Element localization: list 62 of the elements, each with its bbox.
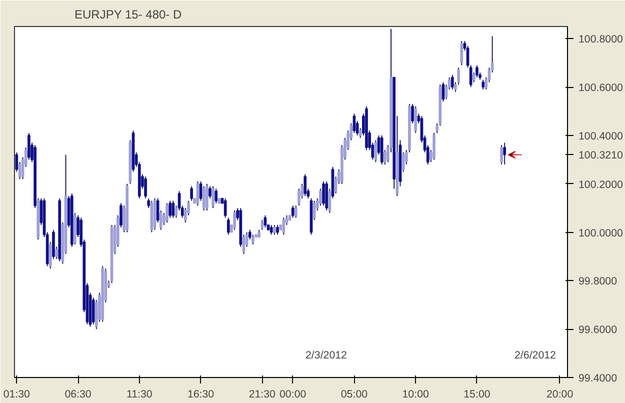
y-tick-label: 100.8000 xyxy=(578,34,624,46)
x-tick-label: 20:00 xyxy=(546,388,574,400)
x-tick-label: 10:00 xyxy=(402,388,429,400)
candlestick xyxy=(144,176,147,199)
candlestick xyxy=(294,205,298,218)
candlestick xyxy=(168,200,172,218)
chart-title: EURJPY 15- 480- D xyxy=(74,8,182,22)
x-tick-label: 06:30 xyxy=(64,388,92,400)
y-tick-label: 100.0000 xyxy=(578,227,624,240)
x-tick-label: 16:30 xyxy=(187,388,214,400)
candlestick xyxy=(252,234,254,245)
candlestick xyxy=(233,210,236,230)
annotation: 2/6/2012 xyxy=(514,350,556,362)
y-tick-label: 99.8000 xyxy=(578,276,618,288)
y-tick-label: 100.4000 xyxy=(578,130,624,142)
x-tick-label: 21:30 xyxy=(248,388,276,400)
candlestick xyxy=(374,140,378,163)
candlestick xyxy=(224,198,227,218)
candlestick xyxy=(312,200,316,221)
candlestick xyxy=(205,183,208,211)
candlestick xyxy=(282,217,286,236)
candlestick xyxy=(482,79,485,90)
x-tick-label: 01:30 xyxy=(3,388,30,400)
candlestick xyxy=(402,152,405,172)
candlestick xyxy=(166,202,168,224)
candlestick xyxy=(500,144,503,165)
candlestick xyxy=(260,220,264,230)
candlestick xyxy=(383,149,386,165)
y-tick-label: 100.3210 xyxy=(578,150,624,162)
candlestick xyxy=(202,186,206,211)
candlestick xyxy=(214,188,218,204)
candlestick xyxy=(172,200,175,218)
candlestick xyxy=(460,40,464,66)
x-tick-label: 11:30 xyxy=(126,388,152,400)
candlestick xyxy=(264,214,267,228)
annotation: 2/3/2012 xyxy=(306,350,348,362)
candlestick xyxy=(476,64,478,78)
candlestick xyxy=(503,142,506,165)
candlestick xyxy=(270,224,273,236)
candlestick xyxy=(451,74,454,90)
candlestick xyxy=(226,217,230,236)
x-tick-label: 15:00 xyxy=(464,388,490,400)
candlestick xyxy=(276,224,279,236)
candlestick xyxy=(322,180,325,206)
candlestick xyxy=(304,174,307,196)
candlestick xyxy=(414,106,418,134)
candlestick xyxy=(298,188,300,206)
x-tick-label: 05:00 xyxy=(340,388,368,400)
candlestick xyxy=(190,186,193,202)
y-tick-label: 99.4000 xyxy=(578,372,618,384)
y-tick-label: 100.2000 xyxy=(578,178,624,191)
candlestick xyxy=(212,186,214,209)
candlestick xyxy=(208,186,212,199)
candlestick xyxy=(432,132,436,160)
y-tick-label: 99.6000 xyxy=(578,324,618,336)
candlestick xyxy=(92,297,95,325)
candlestick xyxy=(273,224,276,236)
candlestick xyxy=(55,246,58,260)
candlestick xyxy=(291,205,294,218)
x-tick-label: 00:00 xyxy=(280,388,306,400)
candlestick xyxy=(319,188,322,206)
y-tick-label: 100.6000 xyxy=(578,82,624,94)
